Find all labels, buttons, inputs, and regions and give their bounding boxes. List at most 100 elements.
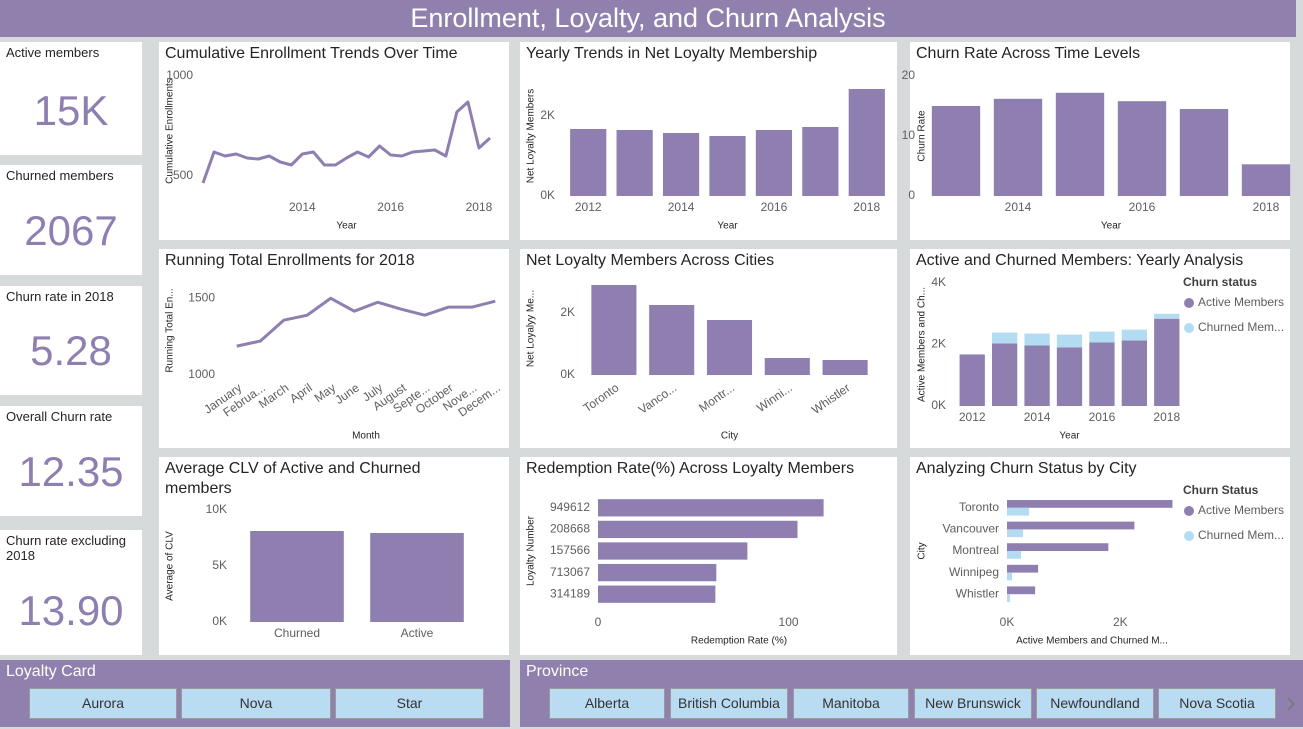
- y-tick-label: 713067: [550, 565, 590, 579]
- bar: [993, 98, 1043, 196]
- chart-title: Active and Churned Members: Yearly Analy…: [916, 252, 1244, 269]
- slicer-title: Loyalty Card: [6, 663, 96, 680]
- y-tick-label: 500: [173, 168, 193, 182]
- chart-title: Net Loyalty Members Across Cities: [526, 252, 775, 269]
- kpi-value: 12.35: [18, 448, 124, 495]
- slicer-panel: Province Alberta British Columbia Manitoba N…: [520, 660, 1303, 727]
- legend-swatch: [1184, 298, 1194, 308]
- bar: [591, 285, 637, 375]
- bar-segment: [991, 332, 1018, 344]
- y-tick-label: 208668: [550, 522, 590, 536]
- bar: [662, 133, 700, 196]
- bar-segment: [1056, 334, 1083, 348]
- slicer-option[interactable]: Nova Scotia: [1158, 688, 1276, 719]
- bar: [598, 520, 798, 539]
- chart-title: Analyzing Churn Status by City: [916, 460, 1137, 477]
- chart-title: Redemption Rate(%) Across Loyalty Member…: [526, 460, 855, 477]
- x-tick-label: 2016: [377, 200, 404, 214]
- y-tick-label: 10: [902, 128, 916, 142]
- bar: [570, 129, 607, 196]
- y-tick-label: 314189: [550, 586, 590, 600]
- bar: [649, 305, 695, 375]
- kpi-value: 13.90: [18, 587, 124, 634]
- x-tick-label: 2018: [1253, 200, 1280, 214]
- y-axis-label: Churn Rate: [917, 110, 928, 162]
- x-axis-label: Active Members and Churned M...: [1016, 636, 1168, 647]
- bar: [598, 499, 824, 517]
- slicer-option[interactable]: New Brunswick: [914, 688, 1032, 719]
- y-tick-label: 0: [908, 188, 915, 202]
- x-tick-label: May: [312, 381, 339, 405]
- legend-swatch: [1184, 531, 1194, 541]
- legend-title: Churn Status: [1183, 483, 1259, 497]
- x-tick-label: 2014: [289, 200, 316, 214]
- line: [236, 296, 496, 348]
- y-tick-label: Winnipeg: [949, 565, 999, 579]
- x-tick-label: 2014: [668, 200, 695, 214]
- x-tick-label: 2012: [959, 410, 986, 424]
- y-axis-label: Running Total En...: [165, 288, 176, 372]
- x-tick-label: 2K: [1113, 615, 1128, 629]
- slicer-option[interactable]: Aurora: [29, 688, 177, 719]
- x-tick-label: 2018: [1153, 410, 1180, 424]
- bar: [598, 585, 716, 603]
- x-tick-label: 2014: [1024, 410, 1051, 424]
- legend-label: Active Members: [1198, 503, 1284, 517]
- bar-segment: [959, 354, 985, 406]
- y-tick-label: 4K: [931, 275, 946, 289]
- slicer-option[interactable]: Manitoba: [793, 688, 909, 719]
- x-tick-label: 2018: [853, 200, 880, 214]
- bar-segment: [1024, 345, 1050, 406]
- y-axis-label: Cumulative Enrollments: [165, 78, 176, 184]
- bar: [1117, 101, 1167, 196]
- legend-title: Churn status: [1183, 275, 1257, 289]
- bar: [1055, 92, 1105, 196]
- slicer-option[interactable]: Newfoundland: [1036, 688, 1154, 719]
- slicer-option[interactable]: British Columbia: [670, 688, 788, 719]
- x-tick-label: June: [332, 380, 362, 407]
- y-tick-label: 157566: [550, 543, 590, 557]
- x-tick-label: Whistler: [809, 381, 853, 417]
- y-tick-label: 2K: [540, 108, 555, 122]
- slicer-panel: Loyalty Card Aurora Nova Star: [0, 660, 510, 727]
- legend-label: Active Members: [1198, 295, 1284, 309]
- slicer-option[interactable]: Alberta: [549, 688, 665, 719]
- header-bar: Enrollment, Loyalty, and Churn Analysis: [0, 0, 1296, 37]
- y-tick-label: 0K: [212, 614, 227, 628]
- chart-title: Running Total Enrollments for 2018: [165, 252, 415, 269]
- kpi-card: Churned members 2067: [0, 165, 142, 275]
- slicer-option[interactable]: Star: [335, 688, 484, 719]
- x-axis-label: Year: [1059, 431, 1080, 442]
- slicer-option[interactable]: Nova: [181, 688, 331, 719]
- x-axis-label: Year: [717, 221, 738, 232]
- y-tick-label: Toronto: [959, 500, 999, 514]
- bar: [1007, 521, 1135, 530]
- x-tick-label: Active: [401, 626, 434, 640]
- legend-swatch: [1184, 323, 1194, 333]
- bar: [598, 542, 748, 560]
- bar: [709, 136, 746, 196]
- scroll-chevron[interactable]: [1287, 697, 1296, 711]
- x-tick-label: Montr...: [696, 381, 737, 415]
- bar: [755, 130, 793, 196]
- bar: [822, 359, 868, 375]
- x-tick-label: Churned: [274, 626, 320, 640]
- bar: [1007, 551, 1022, 559]
- legend-label: Churned Mem...: [1198, 320, 1284, 334]
- bar: [1007, 500, 1173, 508]
- bar: [1007, 586, 1036, 595]
- x-axis-label: Year: [1101, 221, 1122, 232]
- chart-panel: Running Total Enrollments for 2018: [159, 249, 509, 448]
- bar: [802, 127, 839, 196]
- x-axis-label: Month: [352, 431, 380, 442]
- kpi-label: Churned members: [6, 168, 114, 183]
- x-tick-label: 2012: [575, 200, 602, 214]
- y-tick-label: 1000: [166, 68, 193, 82]
- y-tick-label: 2K: [560, 305, 575, 319]
- chart-title: Cumulative Enrollment Trends Over Time: [165, 45, 458, 62]
- bar-segment: [1154, 318, 1180, 406]
- y-axis-label: Active Members and Ch...: [917, 287, 928, 402]
- x-tick-label: 2016: [1089, 410, 1116, 424]
- line: [201, 100, 492, 184]
